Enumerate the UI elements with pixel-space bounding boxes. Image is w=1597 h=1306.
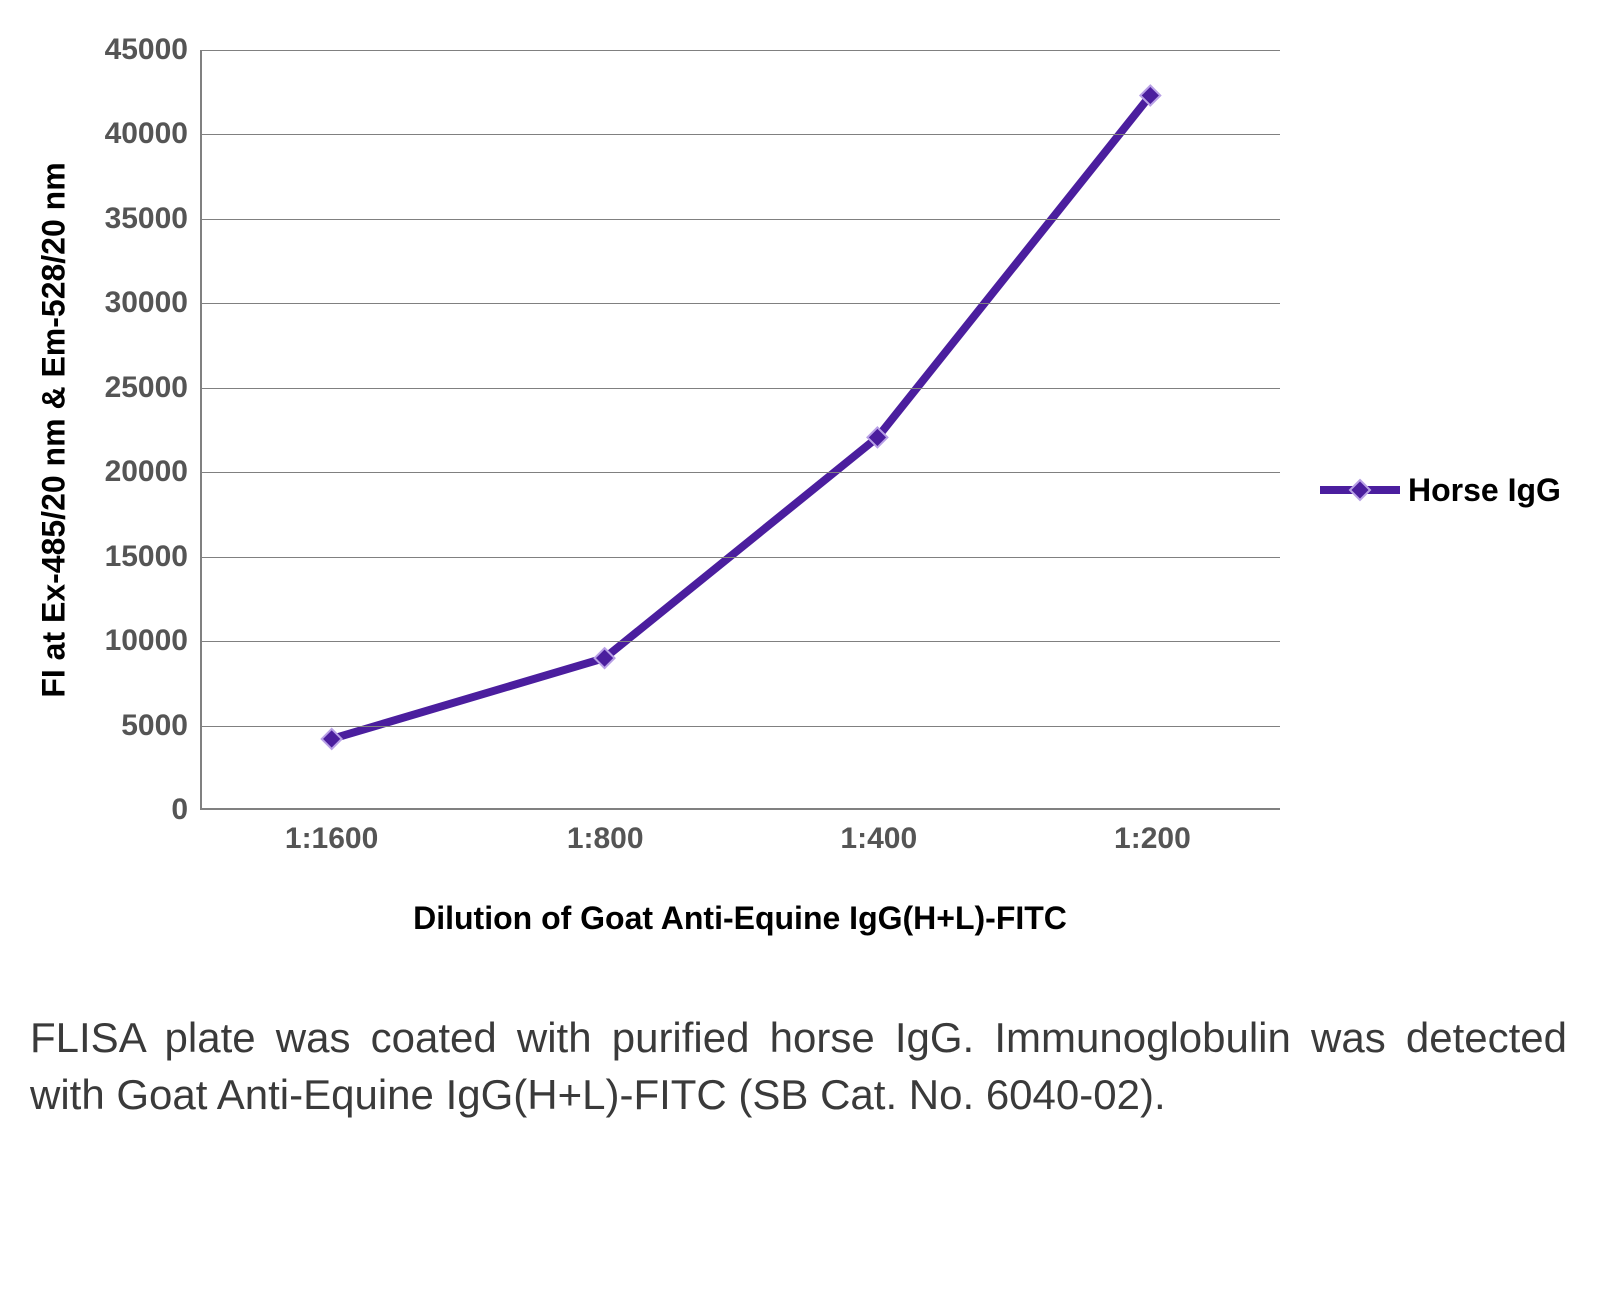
plot-region: 0500010000150002000025000300003500040000… (200, 50, 1280, 810)
y-tick-label: 20000 (105, 455, 202, 489)
caption-text: FLISA plate was coated with purified hor… (30, 1010, 1567, 1123)
gridline (202, 50, 1280, 51)
legend: Horse IgG (1320, 472, 1561, 509)
legend-swatch (1320, 475, 1400, 505)
gridline (202, 641, 1280, 642)
y-tick-label: 35000 (105, 202, 202, 236)
y-tick-label: 0 (171, 793, 202, 827)
gridline (202, 219, 1280, 220)
y-tick-label: 15000 (105, 540, 202, 574)
x-tick-label: 1:400 (840, 808, 917, 856)
y-axis-label: FI at Ex-485/20 nm & Em-528/20 nm (36, 162, 73, 697)
gridline (202, 726, 1280, 727)
y-tick-label: 40000 (105, 117, 202, 151)
y-tick-label: 30000 (105, 286, 202, 320)
y-tick-label: 45000 (105, 33, 202, 67)
x-tick-label: 1:800 (567, 808, 644, 856)
x-axis-label: Dilution of Goat Anti-Equine IgG(H+L)-FI… (200, 900, 1280, 937)
gridline (202, 557, 1280, 558)
gridline (202, 134, 1280, 135)
legend-label: Horse IgG (1408, 472, 1561, 509)
data-marker (322, 729, 342, 749)
gridline (202, 303, 1280, 304)
series-line (332, 95, 1151, 738)
y-tick-label: 10000 (105, 624, 202, 658)
x-tick-label: 1:200 (1114, 808, 1191, 856)
figure: FI at Ex-485/20 nm & Em-528/20 nm 050001… (30, 30, 1567, 1123)
x-tick-label: 1:1600 (285, 808, 378, 856)
y-tick-label: 25000 (105, 371, 202, 405)
chart-and-legend-row: FI at Ex-485/20 nm & Em-528/20 nm 050001… (30, 30, 1567, 950)
chart-area: FI at Ex-485/20 nm & Em-528/20 nm 050001… (30, 30, 1310, 950)
plot-svg (202, 50, 1280, 808)
gridline (202, 388, 1280, 389)
gridline (202, 472, 1280, 473)
y-tick-label: 5000 (121, 709, 202, 743)
